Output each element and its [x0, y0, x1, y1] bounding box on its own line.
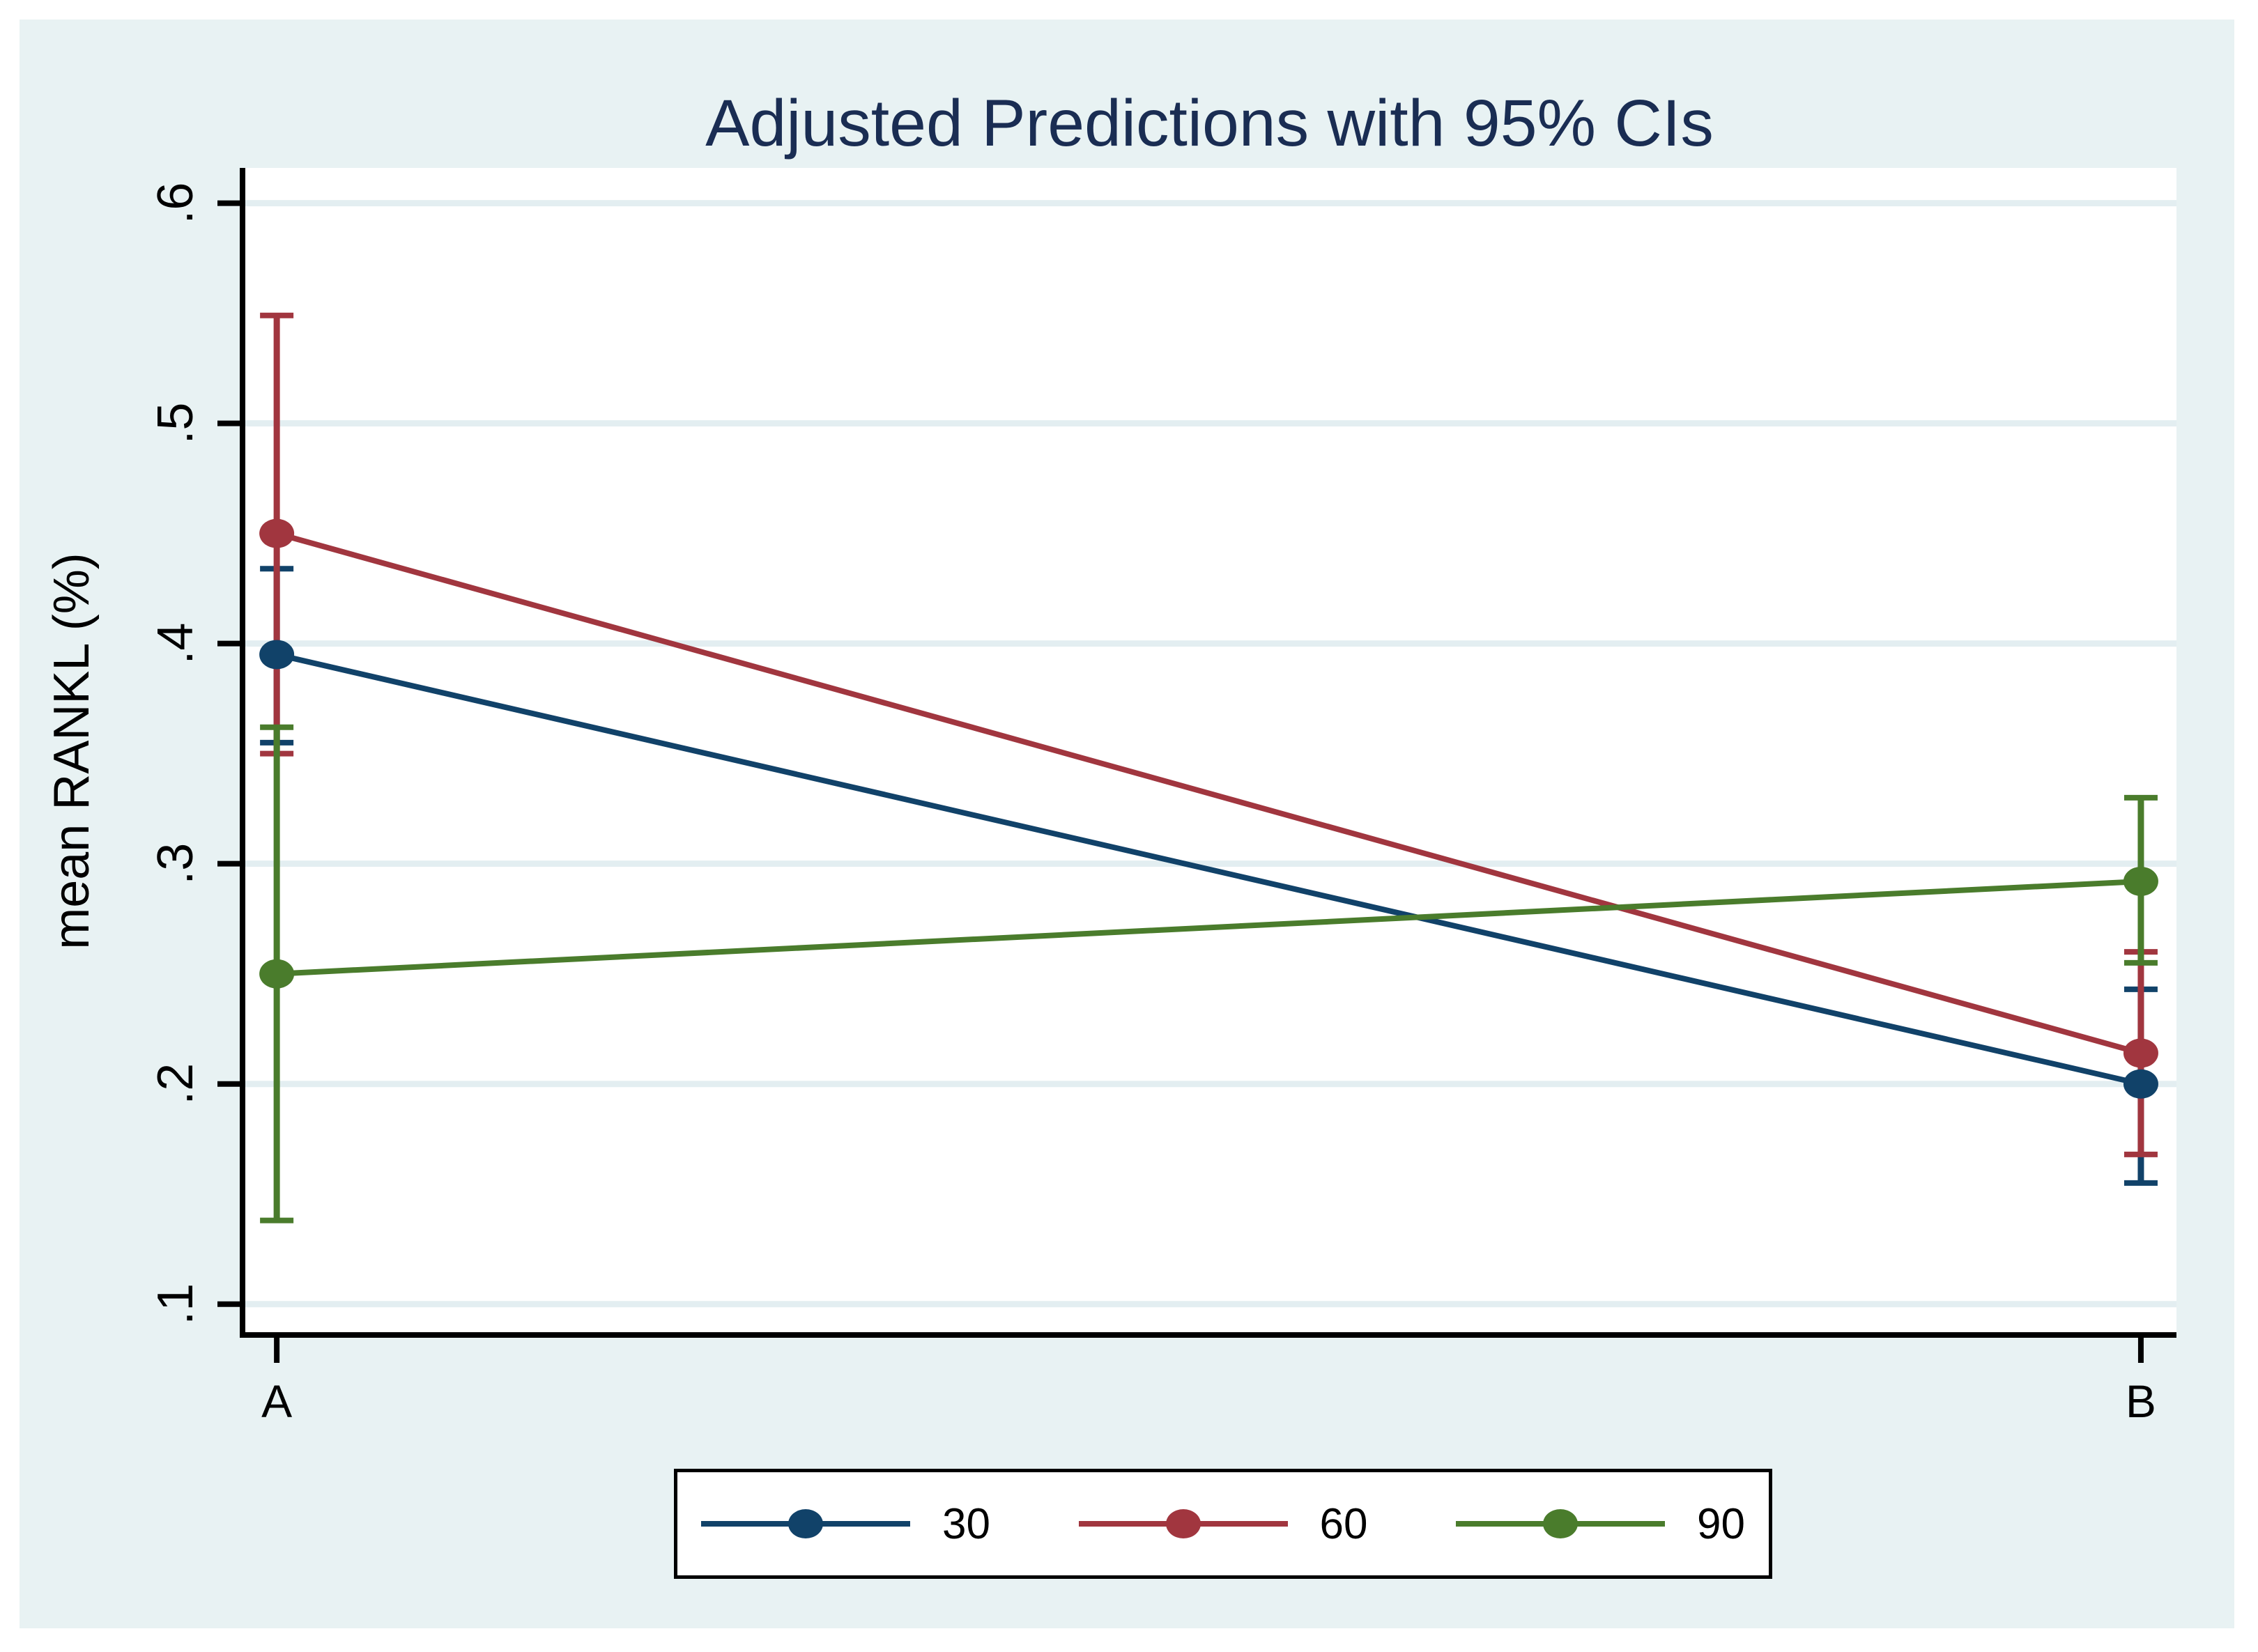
y-tick-label-.4: .4 [148, 623, 203, 665]
y-tick-label-.3: .3 [148, 843, 203, 885]
y-tick-label-.6: .6 [148, 183, 203, 224]
legend-marker-60 [1165, 1509, 1201, 1538]
legend-swatch-60 [1078, 1509, 1288, 1538]
legend-swatch-30 [701, 1509, 910, 1538]
legend-entry-90: 90 [1456, 1499, 1745, 1549]
legend-label-30: 30 [942, 1499, 990, 1548]
marker-90-B [2123, 866, 2158, 896]
x-tick-label-A: A [261, 1375, 292, 1427]
x-tick-label-B: B [2126, 1375, 2156, 1427]
legend-entry-30: 30 [701, 1499, 990, 1549]
marker-30-B [2123, 1069, 2158, 1099]
series-line-60 [276, 530, 2142, 1056]
marker-90-A [259, 959, 295, 989]
chart-title: Adjusted Predictions with 95% CIs [705, 86, 1714, 160]
legend-label-60: 60 [1319, 1499, 1368, 1548]
marker-60-B [2123, 1038, 2158, 1068]
marker-60-A [259, 518, 295, 548]
legend-label-90: 90 [1697, 1499, 1745, 1548]
legend: 30 60 90 [674, 1469, 1772, 1579]
series-line-90 [276, 878, 2142, 977]
plot-region [243, 168, 2176, 1335]
legend-swatch-90 [1456, 1509, 1666, 1538]
y-tick-label-.2: .2 [148, 1063, 203, 1105]
y-tick-label-.1: .1 [148, 1283, 203, 1325]
y-tick-label-.5: .5 [148, 403, 203, 445]
series-line-30 [276, 651, 2142, 1087]
legend-entry-60: 60 [1078, 1499, 1368, 1549]
legend-marker-30 [788, 1509, 823, 1538]
marker-30-A [259, 640, 295, 670]
legend-marker-90 [1543, 1509, 1579, 1538]
